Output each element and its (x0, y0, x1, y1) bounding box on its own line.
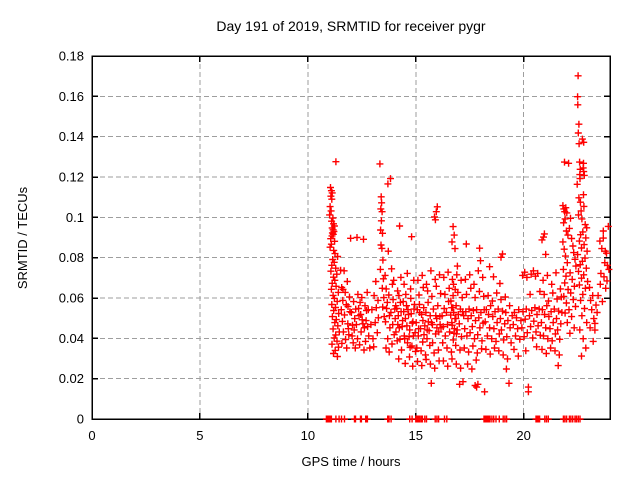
scatter-points (322, 72, 613, 423)
x-tick-label: 20 (516, 428, 530, 443)
y-tick-label: 0.18 (59, 49, 84, 64)
y-tick-label: 0.16 (59, 89, 84, 104)
y-axis-label-group: SRMTID / TECUs (15, 186, 30, 289)
y-tick-label: 0.12 (59, 170, 84, 185)
x-axis-label: GPS time / hours (302, 454, 401, 469)
chart-title: Day 191 of 2019, SRMTID for receiver pyg… (216, 18, 486, 34)
y-tick-label: 0 (77, 412, 84, 427)
y-tick-label: 0.14 (59, 129, 84, 144)
y-tick-label: 0.1 (66, 210, 84, 225)
y-tick-label: 0.02 (59, 371, 84, 386)
x-tick-label: 15 (409, 428, 423, 443)
axis-tick-labels: 0 5 10 15 20 0 0.02 0.04 0.06 0.08 0.1 0.12 0.14 0.16… (59, 49, 531, 444)
y-tick-label: 0.08 (59, 250, 84, 265)
x-tick-label: 0 (88, 428, 95, 443)
y-tick-label: 0.06 (59, 291, 84, 306)
x-tick-label: 10 (301, 428, 315, 443)
x-tick-label: 5 (196, 428, 203, 443)
y-axis-label: SRMTID / TECUs (15, 186, 30, 289)
gridlines (92, 56, 610, 419)
data-points (322, 72, 613, 423)
axis-ticks (91, 55, 610, 420)
y-tick-label: 0.04 (59, 331, 84, 346)
